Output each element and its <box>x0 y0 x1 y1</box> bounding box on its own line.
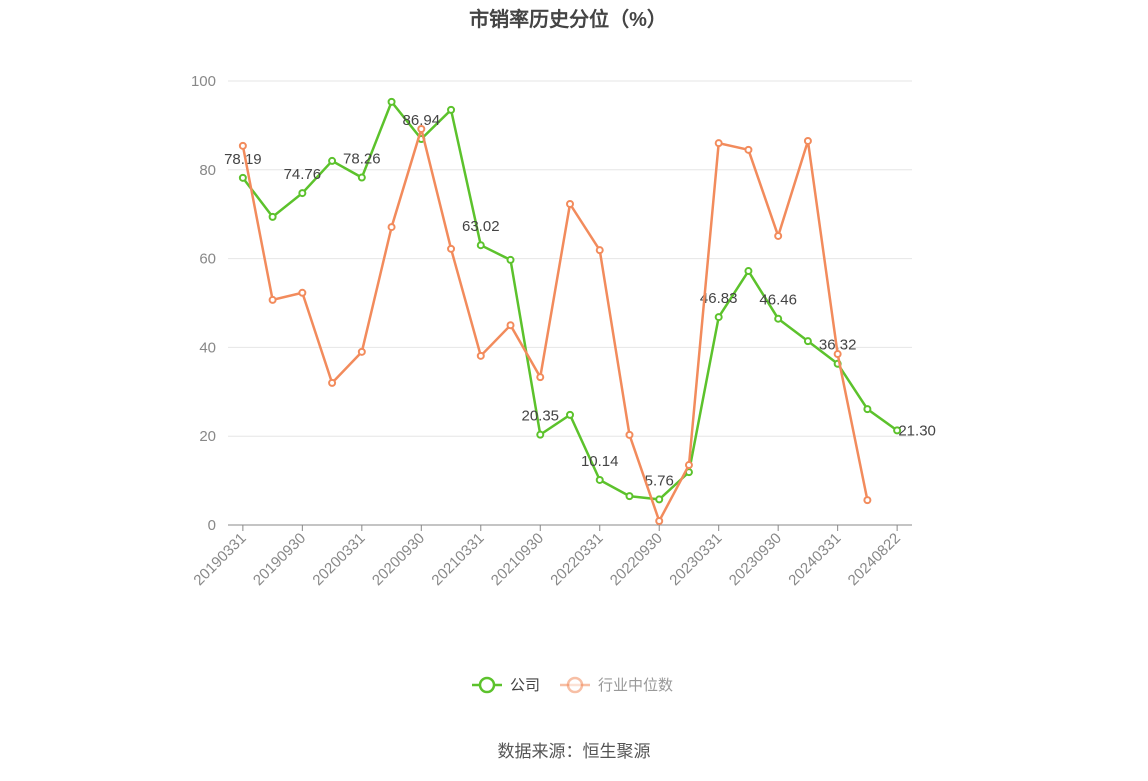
y-tick-label: 40 <box>199 339 216 356</box>
point <box>417 124 426 133</box>
data-label: 78.19 <box>224 151 262 168</box>
source: 数据来源：恒生聚源 <box>498 742 651 761</box>
point <box>387 97 396 106</box>
x-tick-label: 20240331 <box>785 530 844 589</box>
point <box>893 426 902 435</box>
x-tick-label: 20220930 <box>607 530 666 589</box>
point <box>774 231 783 240</box>
y-tick-label: 80 <box>199 162 216 179</box>
point <box>863 405 872 414</box>
x-tick-label: 20240822 <box>845 530 904 589</box>
point <box>447 244 456 253</box>
point <box>238 173 247 182</box>
point <box>328 156 337 165</box>
legend-label: 公司 <box>510 677 540 694</box>
point <box>298 288 307 297</box>
x-tick-label: 20200331 <box>309 530 368 589</box>
point <box>803 136 812 145</box>
data-label: 5.76 <box>645 472 674 489</box>
point <box>863 496 872 505</box>
point <box>268 295 277 304</box>
y-tick-label: 20 <box>199 428 216 445</box>
data-label: 63.02 <box>462 218 500 235</box>
legend-label: 行业中位数 <box>598 677 673 694</box>
point <box>744 267 753 276</box>
point <box>566 199 574 208</box>
point <box>298 189 307 198</box>
point <box>447 105 456 114</box>
point <box>357 347 366 356</box>
data-label: 21.30 <box>898 422 936 439</box>
x-tick-label: 20230930 <box>726 530 785 589</box>
chart-title: 市销率历史分位（%） <box>469 7 667 31</box>
point <box>506 255 515 264</box>
x-tick-label: 20200930 <box>369 530 428 589</box>
x-tick-label: 20210331 <box>428 530 487 589</box>
y-tick-label: 100 <box>191 73 216 90</box>
point <box>595 246 604 255</box>
point <box>744 145 753 154</box>
series-line <box>241 124 869 525</box>
point <box>238 141 247 150</box>
point <box>833 350 842 359</box>
legend-marker <box>478 676 496 694</box>
x-tick-label: 20190331 <box>190 530 249 589</box>
point <box>536 430 545 439</box>
point <box>328 378 337 387</box>
point <box>655 495 664 504</box>
point <box>357 173 366 182</box>
data-label: 46.83 <box>700 290 738 307</box>
point <box>476 351 485 360</box>
point <box>684 461 693 470</box>
series-line <box>241 99 898 501</box>
point <box>387 223 396 232</box>
x-tick-label: 20190930 <box>250 530 309 589</box>
point <box>268 212 277 221</box>
point <box>803 337 812 346</box>
data-label: 46.46 <box>759 292 797 309</box>
x-tick-label: 20230331 <box>666 530 725 589</box>
x-tick-label: 20220331 <box>547 530 606 589</box>
point <box>625 492 634 501</box>
point <box>476 241 485 250</box>
data-label: 10.14 <box>581 453 619 470</box>
point <box>506 321 515 330</box>
data-label: 86.94 <box>403 112 441 129</box>
point <box>655 517 664 526</box>
legend-marker <box>566 676 584 694</box>
point <box>714 139 723 148</box>
data-label: 74.76 <box>284 166 322 183</box>
y-tick-label: 0 <box>208 517 216 534</box>
point <box>566 410 574 419</box>
point <box>595 475 604 484</box>
y-tick-label: 60 <box>199 251 216 268</box>
point <box>714 313 723 322</box>
point <box>536 373 545 382</box>
data-label: 20.35 <box>521 408 559 425</box>
point <box>625 430 634 439</box>
data-label: 78.26 <box>343 151 381 168</box>
x-tick-label: 20210930 <box>488 530 547 589</box>
point <box>774 314 783 323</box>
